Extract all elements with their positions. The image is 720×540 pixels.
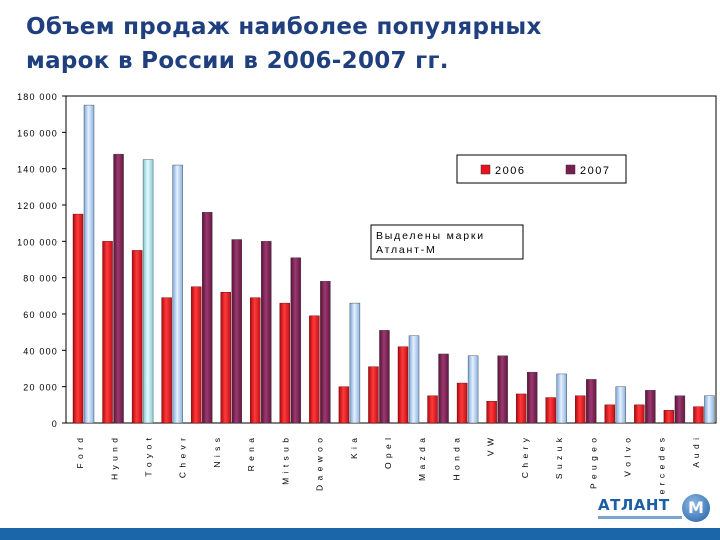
title-line-1: Объем продаж наиболее популярных (26, 14, 542, 40)
x-tick-label: M e r c e d e s (657, 437, 667, 500)
bar-2006 (220, 292, 231, 424)
bar-2006 (338, 386, 350, 424)
bar-2006 (131, 250, 143, 424)
legend-label-2006: 2006 (495, 165, 525, 177)
x-tick-label: N i s s (212, 437, 222, 468)
bar-2007 (172, 164, 183, 424)
y-tick-label: 120 000 (17, 201, 58, 211)
bar-2006 (663, 410, 675, 424)
annotation-line-2: Атлант-М (376, 244, 437, 256)
x-tick-label: C h e r y (520, 437, 530, 478)
x-tick-label: K i a (349, 437, 359, 459)
y-tick-label: 40 000 (23, 346, 58, 356)
logo-underline (598, 516, 682, 519)
x-tick-label: O p e l (383, 437, 393, 469)
annotation-line-1: Выделены марки (376, 230, 485, 242)
logo-text: АТЛАНТ (598, 496, 670, 514)
title-line-2: марок в России в 2006-2007 гг. (26, 48, 449, 74)
sales-bar-chart: 0 20 000 40 000 60 000 80 000 100 000 120 000 1… (17, 92, 717, 500)
y-tick-label: 180 000 (17, 92, 58, 102)
logo-globe-icon: М (682, 494, 710, 522)
bar-2007 (290, 257, 302, 424)
bar-2006 (575, 395, 586, 424)
bar-2007 (467, 355, 479, 424)
bar-2007 (201, 212, 213, 424)
x-tick-label: H y u n d (109, 437, 119, 480)
x-tick-label: T o y o t (144, 437, 154, 477)
bar-2007 (261, 241, 272, 424)
y-tick-label: 0 (52, 419, 58, 429)
bar-2007 (674, 395, 686, 424)
bar-2006 (368, 366, 379, 424)
bar-2006 (693, 406, 704, 424)
bar-2006 (250, 297, 261, 424)
bar-2007 (379, 330, 390, 424)
bar-2006 (102, 241, 113, 424)
x-tick-label: A u d i (691, 437, 701, 468)
bar-2006 (515, 393, 527, 424)
annotation-box: Выделены марки Атлант-М (370, 224, 524, 260)
bar-2007 (526, 371, 538, 424)
bar-2007 (231, 239, 242, 424)
bar-2006 (456, 382, 468, 424)
bar-2007 (645, 390, 656, 424)
bar-2007 (586, 379, 597, 424)
y-tick-label: 80 000 (23, 274, 58, 284)
bar-2007 (142, 159, 154, 424)
bar-2006 (279, 302, 291, 424)
bar-2007 (320, 281, 331, 424)
bar-2007 (556, 373, 567, 424)
x-tick-label: M i t s u b (280, 437, 290, 485)
x-tick-label: M a z d a (417, 437, 427, 481)
bar-2007 (438, 353, 449, 424)
page-title: Объем продаж наиболее популярных марок в… (26, 10, 706, 78)
bar-2007 (83, 104, 95, 424)
bar-2006 (486, 401, 497, 424)
x-axis: F o r d H y u n d T o y o t C h e v r N i s … (75, 437, 701, 500)
x-tick-label: F o r d (75, 437, 85, 469)
bar-2007 (349, 302, 361, 424)
x-tick-label: P e u g e o (588, 437, 598, 489)
x-tick-label: V o l v o (622, 437, 632, 477)
bar-2006 (545, 397, 556, 424)
y-tick-label: 140 000 (17, 165, 58, 175)
plot-frame (65, 95, 717, 424)
bars (72, 104, 715, 424)
bar-2007 (615, 386, 627, 424)
bar-2007 (113, 153, 124, 424)
legend-label-2007: 2007 (580, 165, 610, 177)
bar-2006 (397, 346, 409, 424)
x-tick-label: S u z u k (554, 437, 564, 479)
footer-band (0, 528, 720, 540)
y-tick-label: 160 000 (17, 128, 58, 138)
y-tick-label: 20 000 (23, 383, 58, 393)
legend-swatch-2007 (565, 164, 576, 175)
bar-2007 (704, 395, 715, 424)
atlant-m-logo: АТЛАНТ М (598, 494, 714, 528)
x-tick-label: D a e w o o (315, 437, 325, 491)
plot-border (65, 95, 717, 424)
x-tick-label: R e n a (246, 437, 256, 471)
legend-swatch-2006 (480, 164, 491, 175)
x-tick-label: H o n d a (451, 437, 461, 481)
bar-2007 (408, 335, 420, 424)
bar-2006 (161, 297, 172, 424)
x-tick-label: C h e v r (178, 437, 188, 478)
bar-2006 (634, 404, 645, 424)
bar-2006 (604, 404, 616, 424)
y-tick-label: 60 000 (23, 310, 58, 320)
bar-2007 (497, 355, 508, 424)
y-axis: 0 20 000 40 000 60 000 80 000 100 000 120 000 1… (17, 92, 66, 429)
bar-2006 (72, 213, 84, 424)
logo-mark: М (688, 498, 704, 517)
bar-2006 (309, 315, 320, 424)
bar-2006 (190, 286, 202, 424)
legend: 2006 2007 (456, 154, 627, 184)
y-tick-label: 100 000 (17, 237, 58, 247)
bar-2006 (427, 395, 438, 424)
x-tick-label: V W (486, 437, 496, 456)
